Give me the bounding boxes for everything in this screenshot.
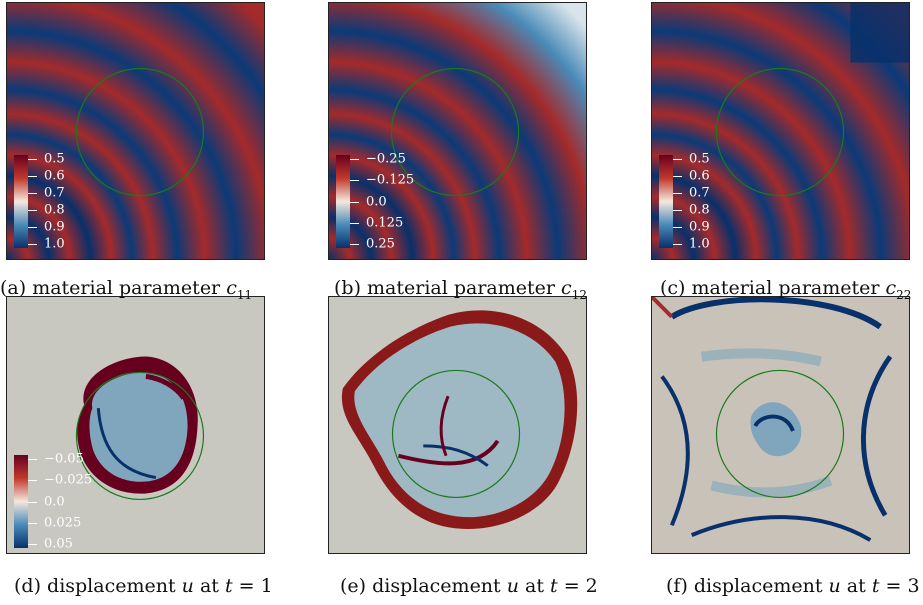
caption-d: (d) displacement u at t = 1 [14, 575, 273, 597]
colorbar-tick [350, 180, 359, 182]
colorbar-tick-label: −0.05 [44, 451, 84, 467]
colorbar-tick [28, 459, 37, 460]
colorbar-tick [673, 159, 682, 160]
colorbar-tick [28, 244, 37, 245]
colorbar-tick [28, 480, 37, 482]
colorbar-tick-label: 0.025 [44, 515, 82, 531]
colorbar-tick [673, 176, 682, 177]
colorbar-tick-label: 0.6 [44, 168, 65, 184]
colorbar-tick-label: 0.9 [689, 219, 710, 235]
panel-d-displacement-t1 [6, 296, 265, 554]
panel-c-c22-plot [651, 2, 910, 260]
colorbar-tick [28, 193, 37, 194]
colorbar-tick [673, 227, 682, 228]
colorbar-tick-label: 0.7 [689, 185, 710, 201]
region-circle [715, 369, 845, 499]
colorbar-tick-label: 0.5 [689, 151, 710, 167]
colorbar-tick-label: 0.8 [44, 202, 65, 218]
panel-b-c12-plot [328, 2, 587, 260]
colorbar-tick-label: 0.05 [44, 536, 73, 552]
colorbar-tick-label: 0.0 [366, 194, 387, 209]
colorbar-tick [28, 210, 37, 211]
displacement-field-t1 [7, 297, 264, 553]
colorbar-tick-label: 1.0 [44, 236, 65, 252]
region-circle [75, 371, 205, 501]
colorbar-tick [350, 244, 359, 245]
region-circle [715, 67, 845, 197]
caption-e: (e) displacement u at t = 2 [340, 575, 598, 597]
colorbar-tick [673, 210, 682, 211]
colorbar-tick [350, 222, 359, 224]
colorbar-tick [673, 244, 682, 245]
displacement-field-t2 [329, 297, 586, 553]
colorbar-tick-label: 0.7 [44, 185, 65, 201]
c22-field [652, 3, 909, 259]
colorbar-tick-label: −0.125 [366, 172, 415, 188]
colorbar-tick-label: −0.025 [44, 472, 93, 488]
colorbar-tick [28, 522, 37, 524]
colorbar-tick [28, 159, 37, 160]
colorbar-tick-label: 0.8 [689, 202, 710, 218]
colorbar-tick [28, 501, 37, 503]
colorbar-tick-label: 1.0 [689, 236, 710, 252]
caption-f: (f) displacement u at t = 3 [666, 575, 920, 597]
displacement-field-t3 [652, 297, 909, 553]
caption-a: (a) material parameter c11 [0, 277, 253, 302]
colorbar-tick-label: 0.25 [366, 236, 395, 252]
region-circle [391, 369, 521, 499]
colorbar-tick-label: 0.5 [44, 151, 65, 167]
caption-c: (c) material parameter c22 [660, 277, 912, 302]
caption-b: (b) material parameter c12 [334, 277, 587, 302]
colorbar-tick [28, 227, 37, 228]
colorbar-tick [350, 201, 359, 203]
colorbar-tick-label: 0.6 [689, 168, 710, 184]
region-circle [75, 67, 205, 197]
colorbar-tick [28, 176, 37, 177]
colorbar-tick [350, 159, 359, 160]
colorbar-tick-label: 0.9 [44, 219, 65, 235]
panel-e-displacement-t2 [328, 296, 587, 554]
colorbar-tick-label: 0.0 [44, 494, 65, 509]
c11-field [7, 3, 264, 259]
colorbar-tick [673, 193, 682, 194]
colorbar-tick [28, 544, 37, 545]
panel-a-c11-plot [6, 2, 265, 260]
panel-f-displacement-t3 [651, 296, 910, 554]
colorbar-tick-label: −0.25 [366, 151, 406, 167]
c12-field [329, 3, 586, 259]
region-circle [390, 67, 520, 197]
colorbar-tick-label: 0.125 [366, 215, 404, 231]
